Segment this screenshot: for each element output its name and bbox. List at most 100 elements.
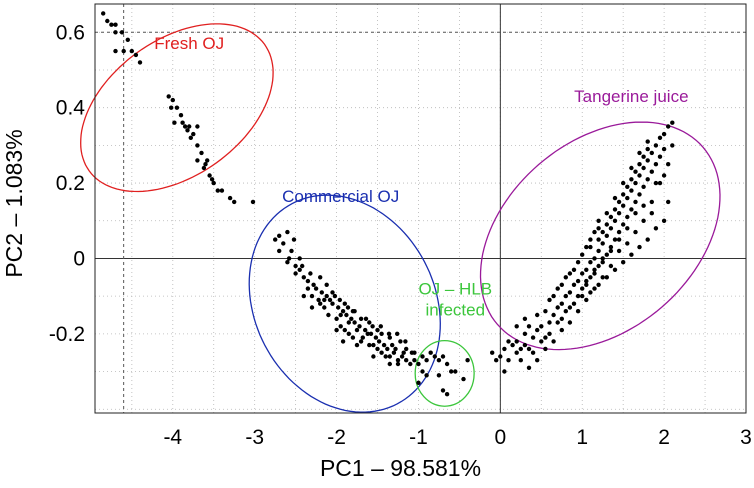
data-point [324, 282, 329, 287]
data-point [641, 184, 646, 189]
data-point [547, 331, 552, 336]
group-label: Tangerine juice [574, 87, 688, 106]
data-point [608, 248, 614, 254]
data-point [514, 324, 519, 329]
data-point [645, 139, 650, 144]
data-point [354, 342, 360, 348]
data-point [444, 392, 450, 397]
data-point [344, 312, 349, 318]
data-point [205, 158, 210, 163]
reference-lines [95, 4, 746, 413]
data-point [625, 195, 630, 201]
data-point [311, 282, 316, 287]
data-point [401, 350, 406, 355]
data-point [588, 237, 593, 242]
data-point [637, 150, 642, 156]
y-axis-label: PC2 – 1.083% [1, 129, 27, 277]
data-point [592, 271, 597, 276]
data-point [616, 199, 622, 205]
data-point [543, 309, 548, 314]
data-point [365, 331, 370, 336]
data-point [600, 256, 605, 261]
data-points [101, 11, 675, 397]
data-point [432, 354, 437, 359]
data-point [358, 339, 364, 344]
data-point [113, 48, 118, 54]
data-point [645, 158, 650, 163]
data-point [514, 339, 519, 344]
data-point [608, 263, 614, 269]
data-point [326, 312, 331, 318]
data-point [395, 331, 400, 336]
data-point [563, 309, 568, 314]
data-point [530, 350, 536, 355]
data-point [547, 320, 552, 325]
data-point [641, 154, 646, 159]
data-point [293, 263, 298, 269]
data-point [170, 97, 175, 103]
data-point [596, 263, 601, 269]
data-point [185, 128, 190, 133]
data-point [350, 335, 356, 340]
data-point [551, 312, 556, 318]
group-ellipse [248, 194, 441, 413]
data-point [403, 339, 408, 344]
data-point [539, 324, 544, 329]
data-point [404, 346, 409, 352]
group-ellipse [80, 23, 274, 193]
data-point [584, 278, 589, 284]
data-point [322, 305, 327, 310]
data-point [535, 312, 540, 318]
data-point [352, 309, 357, 314]
data-point [381, 342, 387, 348]
data-point [332, 293, 338, 299]
data-point [387, 354, 392, 359]
x-tick-label: -1 [409, 426, 428, 449]
data-point [666, 162, 671, 167]
data-point [285, 260, 290, 265]
data-point [555, 320, 560, 325]
data-point [322, 297, 327, 303]
x-tick-label: 0 [494, 426, 506, 449]
data-point [360, 335, 365, 340]
data-point [345, 305, 351, 310]
data-point [334, 327, 339, 333]
data-point [641, 165, 646, 171]
data-point [571, 282, 577, 287]
data-point [393, 346, 398, 352]
data-point [575, 278, 581, 284]
data-point [641, 218, 646, 223]
data-point [188, 135, 193, 140]
data-point [526, 324, 532, 329]
data-point [412, 358, 417, 363]
data-point [211, 180, 216, 186]
data-point [367, 320, 372, 325]
data-point [199, 150, 204, 156]
data-point [551, 293, 556, 299]
data-point [502, 369, 507, 374]
data-point [657, 180, 663, 186]
data-point [368, 331, 374, 336]
data-point [219, 188, 225, 193]
group-label-line2: infected [426, 300, 486, 319]
data-point [522, 342, 528, 348]
data-point [300, 263, 305, 269]
data-point [330, 301, 335, 306]
data-point [297, 267, 302, 272]
data-point [616, 237, 622, 242]
data-point [588, 275, 593, 280]
data-point [191, 131, 196, 137]
data-point [543, 335, 548, 340]
data-point [408, 361, 413, 367]
data-point [334, 316, 339, 321]
data-point [309, 293, 315, 299]
data-point [563, 275, 568, 280]
data-point [510, 342, 515, 348]
data-point [453, 369, 458, 374]
data-point [424, 358, 429, 363]
data-point [182, 124, 188, 129]
data-point [133, 52, 139, 58]
data-point [649, 199, 654, 205]
data-point [629, 188, 634, 193]
data-point [371, 342, 376, 348]
